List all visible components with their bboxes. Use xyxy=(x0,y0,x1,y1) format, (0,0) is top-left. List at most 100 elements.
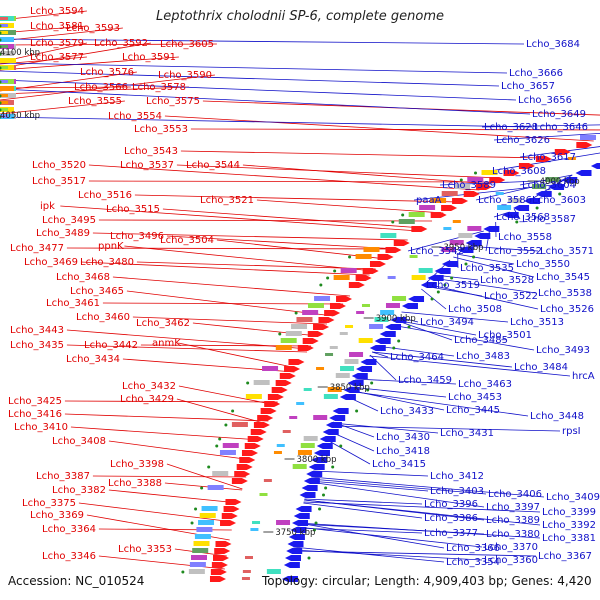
leader-line xyxy=(309,480,429,492)
gene-label-left: Lcho_3577 xyxy=(30,52,84,63)
leader-line xyxy=(132,316,328,325)
forward-gene xyxy=(225,499,242,505)
feature-box xyxy=(280,338,297,343)
forward-gene xyxy=(518,163,535,169)
reverse-gene xyxy=(465,240,482,246)
gene-label-left: Lcho_3537 xyxy=(120,160,174,171)
marker-dot xyxy=(0,115,2,119)
forward-gene xyxy=(209,576,226,582)
reverse-gene xyxy=(288,534,305,540)
reverse-gene xyxy=(316,443,333,449)
forward-gene xyxy=(348,282,365,288)
gene-label-right: Lcho_3392 xyxy=(542,520,596,531)
forward-gene xyxy=(234,471,251,477)
gene-label-right: Lcho_3617 xyxy=(522,152,576,163)
gene-label-left: Lcho_3435 xyxy=(10,340,64,351)
leader-line xyxy=(297,526,483,548)
feature-box xyxy=(339,332,348,335)
marker-dot xyxy=(246,381,250,385)
marker-dot xyxy=(535,206,539,210)
gene-label-left: Lcho_3434 xyxy=(66,354,120,365)
reverse-gene xyxy=(343,387,360,393)
gene-label-left: Lcho_3468 xyxy=(56,272,110,283)
leader-line xyxy=(332,422,439,434)
gene-label-left: Lcho_3504 xyxy=(160,235,214,246)
leader-line xyxy=(475,179,563,201)
gene-label-right: Lcho_3406 xyxy=(488,489,542,500)
reverse-gene xyxy=(356,366,373,372)
leader-line xyxy=(124,245,374,272)
gene-label-right: Lcho_3381 xyxy=(542,533,596,544)
feature-box xyxy=(325,353,334,356)
forward-gene xyxy=(554,149,571,155)
marker-dot xyxy=(392,346,396,350)
gene-label-left: Lcho_3382 xyxy=(52,485,106,496)
feature-box xyxy=(449,240,464,245)
reverse-gene xyxy=(325,422,342,428)
leader-line xyxy=(0,86,131,89)
feature-box xyxy=(289,416,298,419)
leader-line xyxy=(190,128,600,131)
gene-label-right: Lcho_3626 xyxy=(496,135,550,146)
forward-gene xyxy=(476,184,493,190)
marker-dot xyxy=(450,276,454,280)
marker-dot xyxy=(401,213,405,217)
leader-line xyxy=(369,355,571,377)
gene-label-right: Lcho_3649 xyxy=(532,109,586,120)
leader-line xyxy=(66,344,308,353)
feature-box xyxy=(0,66,8,69)
marker-dot xyxy=(474,171,478,175)
marker-dot xyxy=(207,465,211,469)
forward-gene xyxy=(377,254,394,260)
gene-label-right: hrcA xyxy=(572,371,595,382)
feature-box xyxy=(532,184,547,189)
feature-box xyxy=(0,45,8,48)
gene-label-left: Lcho_3346 xyxy=(42,551,96,562)
gene-label-left: Lcho_3515 xyxy=(106,204,160,215)
forward-gene xyxy=(247,436,264,442)
forward-gene xyxy=(362,268,379,274)
reverse-gene xyxy=(308,464,325,470)
marker-dot xyxy=(224,423,228,427)
forward-gene xyxy=(324,310,341,316)
gene-label-right: Lcho_3389 xyxy=(486,515,540,526)
feature-box xyxy=(340,268,357,273)
feature-box xyxy=(263,479,272,482)
leader-line xyxy=(376,345,455,357)
forward-gene xyxy=(275,380,292,386)
leader-line xyxy=(0,100,125,115)
forward-gene xyxy=(452,198,469,204)
gene-label-left: Lcho_3480 xyxy=(80,257,134,268)
gene-label-left: Lcho_3520 xyxy=(32,160,86,171)
forward-gene xyxy=(241,450,258,456)
gene-label-left: Lcho_3416 xyxy=(8,409,62,420)
leader-line xyxy=(298,522,445,549)
feature-box xyxy=(303,388,312,391)
feature-box xyxy=(454,184,471,189)
reverse-gene xyxy=(311,457,328,463)
marker-dot xyxy=(294,311,298,315)
gene-label-left: Lcho_3387 xyxy=(36,471,90,482)
reverse-gene xyxy=(306,471,323,477)
gene-label-left: Lcho_3594 xyxy=(30,6,84,17)
forward-gene xyxy=(307,331,324,337)
gene-label-right: Lcho_3513 xyxy=(510,317,564,328)
gene-label-left: Lcho_3521 xyxy=(200,195,254,206)
feature-box xyxy=(276,444,285,447)
feature-box xyxy=(199,513,216,518)
gene-label-left: Lcho_3496 xyxy=(110,231,164,242)
marker-dot xyxy=(0,31,2,35)
gene-label-right: Lcho_3538 xyxy=(538,288,592,299)
gene-label-left: Lcho_3353 xyxy=(118,544,172,555)
gene-label-right: Lcho_3493 xyxy=(536,345,590,356)
leader-line xyxy=(80,261,370,276)
feature-box xyxy=(380,233,397,238)
forward-gene xyxy=(260,408,277,414)
gene-label-right: Lcho_3409 xyxy=(546,492,600,503)
feature-box xyxy=(398,219,415,224)
feature-box xyxy=(252,521,261,524)
leader-line xyxy=(0,70,500,87)
feature-box xyxy=(231,422,248,427)
feature-box xyxy=(0,108,8,111)
reverse-gene xyxy=(347,380,364,386)
